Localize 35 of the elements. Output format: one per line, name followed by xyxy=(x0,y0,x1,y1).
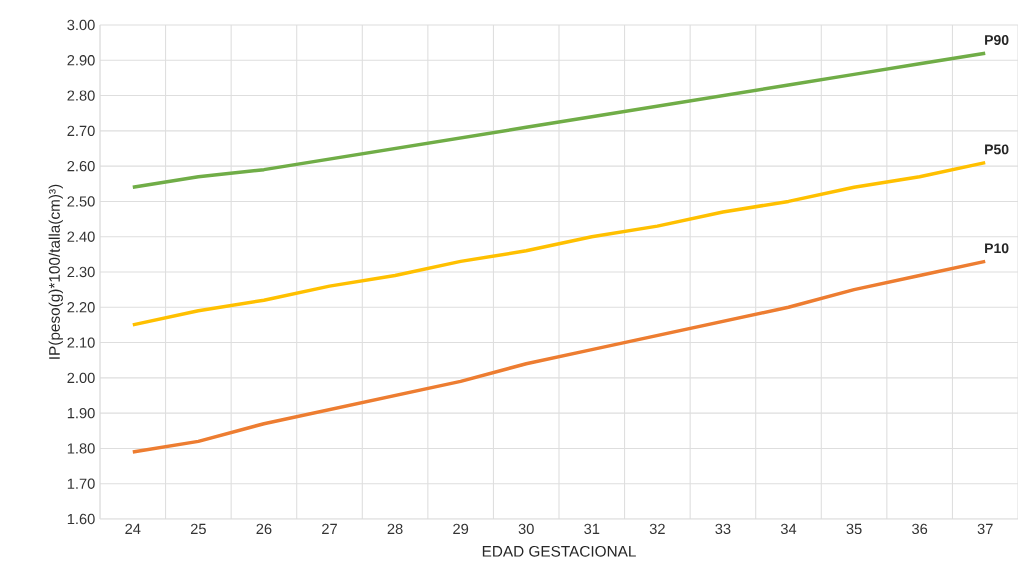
x-tick-label: 26 xyxy=(256,523,272,535)
x-tick-label: 34 xyxy=(780,523,797,535)
x-tick-label: 35 xyxy=(846,523,862,535)
x-tick-label: 36 xyxy=(912,523,928,535)
x-tick-label: 31 xyxy=(584,523,600,535)
line-series xyxy=(131,160,987,327)
y-tick-label: 2.10 xyxy=(67,337,95,348)
x-tick-label: 32 xyxy=(649,523,665,535)
series-label: P50 xyxy=(985,144,1009,155)
y-tick-label: 2.50 xyxy=(67,196,95,207)
x-tick-label: 37 xyxy=(977,523,993,535)
y-tick-label: 2.20 xyxy=(67,302,95,313)
x-tick-label: 27 xyxy=(322,523,337,534)
y-tick-label: 2.90 xyxy=(67,55,95,66)
x-tick-label: 33 xyxy=(715,523,731,535)
y-tick-label: 1.90 xyxy=(67,407,95,419)
y-tick-label: 3.00 xyxy=(67,19,95,31)
y-tick-label: 2.00 xyxy=(67,372,95,384)
y-tick-label: 1.80 xyxy=(67,443,95,454)
y-tick-label: 2.60 xyxy=(67,160,95,172)
y-tick-label: 2.40 xyxy=(67,231,95,242)
series-label: P90 xyxy=(985,35,1009,45)
y-tick-label: 2.70 xyxy=(67,125,95,137)
y-tick-label: 1.60 xyxy=(67,513,95,525)
x-tick-label: 29 xyxy=(453,523,469,535)
series-label: P10 xyxy=(985,243,1009,254)
y-tick-label: 2.80 xyxy=(67,90,95,101)
y-tick-label: 2.30 xyxy=(67,266,95,278)
x-tick-label: 24 xyxy=(125,523,141,534)
y-tick-label: 1.70 xyxy=(67,478,95,489)
x-tick-label: 28 xyxy=(387,523,403,535)
x-axis-title: EDAD GESTACIONAL xyxy=(482,545,636,557)
y-axis-title: IP(peso(g)*100/talla(cm)³) xyxy=(48,184,63,359)
x-tick-label: 30 xyxy=(518,523,534,535)
x-tick-label: 25 xyxy=(190,523,206,535)
